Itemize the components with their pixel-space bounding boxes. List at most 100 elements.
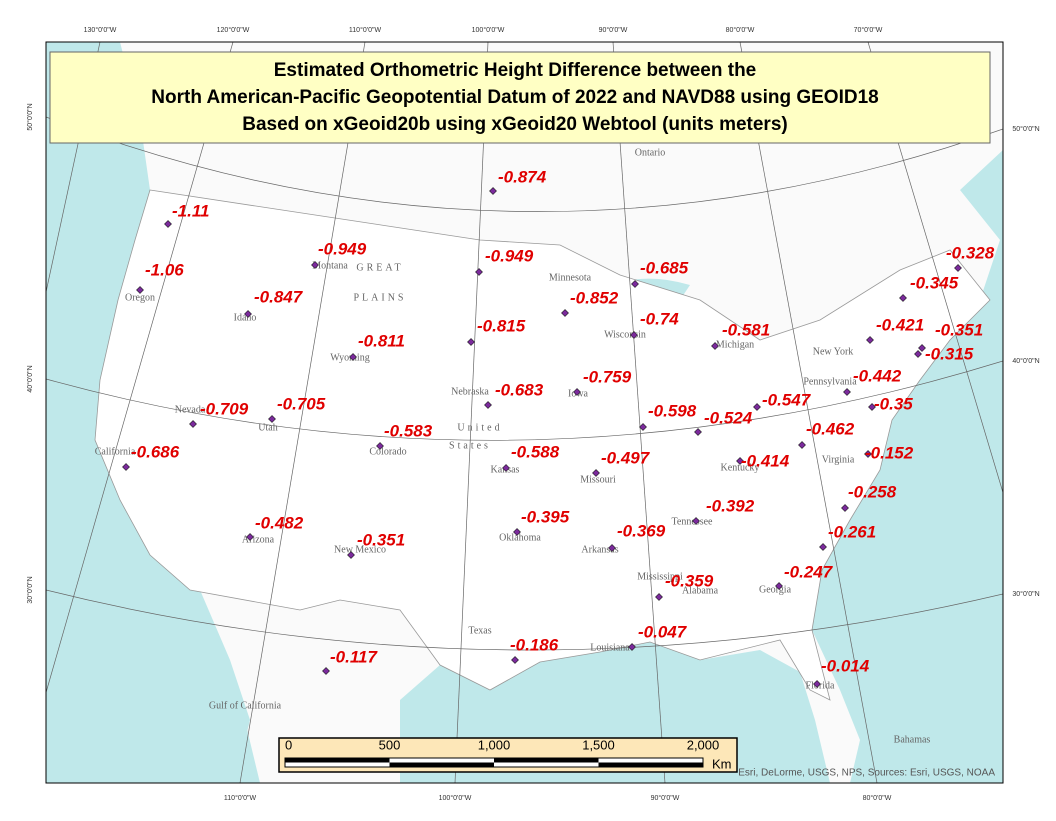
attribution: Esri, DeLorme, USGS, NPS, Sources: Esri,… <box>738 768 995 779</box>
point-value: -0.482 <box>255 513 304 532</box>
point-marker <box>511 656 519 664</box>
point-value: -0.847 <box>254 287 304 306</box>
place-label: Michigan <box>716 339 754 350</box>
point-marker <box>475 268 483 276</box>
basemap: OntarioOregonIdahoMontanaWyomingNevadaUt… <box>46 42 1003 783</box>
point-value: -0.759 <box>583 367 632 386</box>
point-value: -0.261 <box>828 522 876 541</box>
point-value: -0.598 <box>648 401 697 420</box>
point-marker <box>711 342 719 350</box>
scale-bar-unit: Km <box>712 756 732 771</box>
point-marker <box>347 551 355 559</box>
point-marker <box>513 528 521 536</box>
scale-bar-segment <box>389 762 494 767</box>
scale-bar-label: 1,500 <box>582 737 615 752</box>
point-marker <box>349 353 357 361</box>
point-value: -0.583 <box>384 421 433 440</box>
graticule-label: 40°0'0"N <box>26 365 34 392</box>
place-label: New York <box>813 346 854 357</box>
meridian <box>867 42 1003 494</box>
place-label: Arkansas <box>581 544 618 555</box>
point-marker <box>136 286 144 294</box>
place-label: Oklahoma <box>499 532 541 543</box>
point-value: -0.462 <box>806 419 855 438</box>
place-label: Georgia <box>759 584 792 595</box>
pacific-ocean <box>46 42 260 783</box>
title-box <box>49 51 991 144</box>
place-label: Kentucky <box>721 462 760 473</box>
point-marker <box>918 344 926 352</box>
point-marker <box>899 294 907 302</box>
graticule-label: 90°0'0"W <box>599 26 628 34</box>
place-label: Minnesota <box>549 272 592 283</box>
graticule <box>46 42 1003 783</box>
point-marker <box>189 420 197 428</box>
point-value: -1.11 <box>172 201 210 220</box>
point-marker <box>954 264 962 272</box>
title-line: North American-Pacific Geopotential Datu… <box>151 87 878 108</box>
point-marker <box>655 593 663 601</box>
point-marker <box>561 309 569 317</box>
graticule-label: 30°0'0"N <box>26 576 34 603</box>
point-marker <box>639 423 647 431</box>
point-value: -0.588 <box>511 442 560 461</box>
point-value: -0.685 <box>640 258 689 277</box>
point-value: -0.497 <box>601 448 651 467</box>
graticule-label: 130°0'0"W <box>84 26 117 34</box>
point-value: -0.683 <box>495 380 544 399</box>
point-marker <box>775 582 783 590</box>
point-marker <box>694 428 702 436</box>
point-value: -0.709 <box>200 399 249 418</box>
place-label: Wisconsin <box>604 329 646 340</box>
graticule-label: 50°0'0"N <box>1012 125 1039 133</box>
graticule-label: 50°0'0"N <box>26 103 34 130</box>
point-marker <box>819 543 827 551</box>
scale-bar-segment <box>285 758 390 763</box>
place-label: Texas <box>468 625 491 636</box>
graticule-label: 30°0'0"N <box>1012 590 1039 598</box>
point-value: -0.524 <box>704 408 753 427</box>
place-label: Nevada <box>175 404 206 415</box>
meridian <box>46 42 234 694</box>
parallel <box>46 360 1003 441</box>
place-label: Nebraska <box>451 386 489 397</box>
graticule-label: 100°0'0"W <box>439 794 472 802</box>
place-label: Colorado <box>369 446 406 457</box>
point-value: -0.581 <box>722 320 770 339</box>
place-label: Alabama <box>682 585 719 596</box>
point-marker <box>864 450 872 458</box>
point-value: -0.705 <box>277 394 326 413</box>
point-marker <box>164 220 172 228</box>
graticule-label: 70°0'0"W <box>854 26 883 34</box>
place-label: PLAINS <box>353 292 406 303</box>
graticule-label: 100°0'0"W <box>472 26 505 34</box>
meridian <box>739 42 878 783</box>
graticule-label: 120°0'0"W <box>217 26 250 34</box>
point-marker <box>843 388 851 396</box>
point-value: -0.369 <box>617 521 666 540</box>
point-marker <box>736 457 744 465</box>
parallel <box>46 589 1003 651</box>
point-marker <box>311 261 319 269</box>
place-label: United <box>457 422 502 433</box>
point-marker <box>813 680 821 688</box>
meridian <box>612 42 666 783</box>
point-marker <box>467 338 475 346</box>
point-value: -0.152 <box>865 443 914 462</box>
point-marker <box>268 415 276 423</box>
point-value: -0.815 <box>477 316 526 335</box>
point-marker <box>246 533 254 541</box>
point-value: -0.351 <box>935 320 983 339</box>
point-marker <box>489 187 497 195</box>
place-label: Idaho <box>234 312 257 323</box>
point-value: -0.186 <box>510 635 559 654</box>
point-value: -0.395 <box>521 507 570 526</box>
point-value: -0.421 <box>876 315 924 334</box>
place-label: Gulf of California <box>209 700 282 711</box>
atlantic-ocean <box>812 42 1003 783</box>
point-value: -0.35 <box>874 394 913 413</box>
place-label: Bahamas <box>894 734 931 745</box>
point-value: -0.686 <box>131 442 180 461</box>
point-marker <box>608 544 616 552</box>
